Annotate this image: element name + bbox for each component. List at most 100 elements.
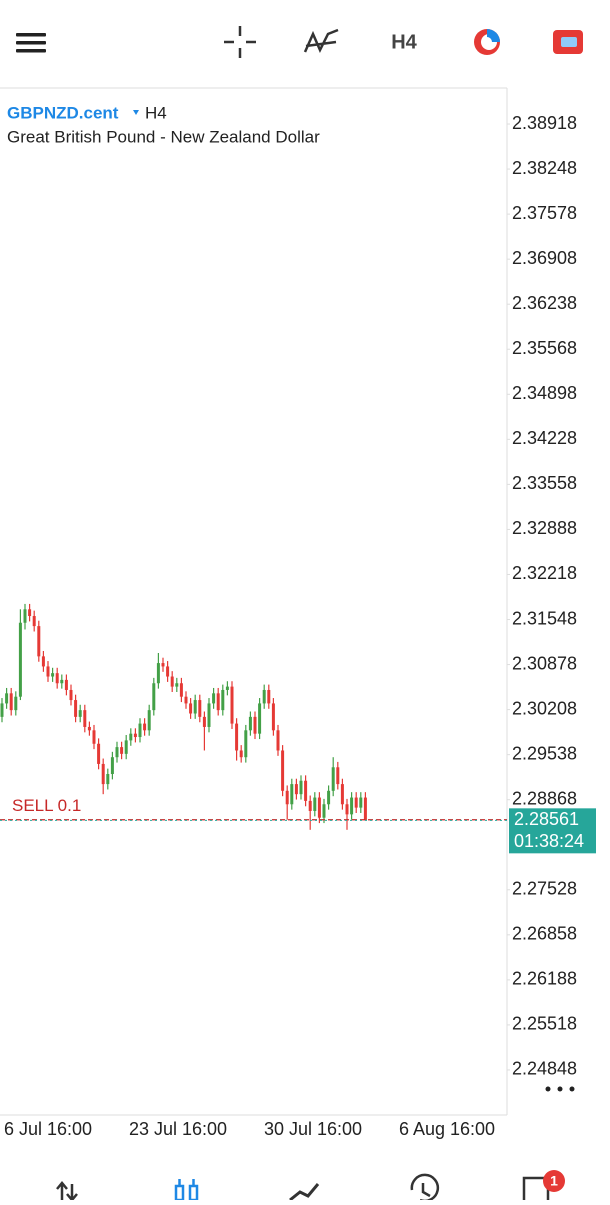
candle-body <box>60 679 64 684</box>
candle-body <box>32 616 36 627</box>
candle-body <box>285 790 289 805</box>
candle-body <box>294 784 298 795</box>
candle-body <box>331 767 335 791</box>
candle-body <box>147 710 151 731</box>
crosshair-button[interactable] <box>224 26 256 58</box>
bid-timer: 01:38:24 <box>514 831 584 851</box>
candle-body <box>129 733 133 741</box>
y-tick-label: 2.30878 <box>512 653 577 673</box>
y-tick-label: 2.29538 <box>512 743 577 763</box>
candle-body <box>166 666 170 677</box>
messages-tab[interactable]: 1 <box>522 1170 565 1200</box>
y-tick-label: 2.27528 <box>512 879 577 899</box>
candle-body <box>230 686 234 724</box>
candle-body <box>23 609 27 623</box>
candle-body <box>170 676 174 687</box>
bid-box <box>509 808 596 854</box>
candle-body <box>152 683 156 711</box>
candle-body <box>9 693 13 711</box>
bid-price: 2.28561 <box>514 809 579 829</box>
menu-button[interactable] <box>16 33 46 53</box>
history-tab[interactable] <box>410 1173 440 1203</box>
candle-body <box>120 747 124 754</box>
trade-button[interactable] <box>553 30 583 54</box>
more-button[interactable] <box>545 1086 575 1092</box>
y-tick-label: 2.34228 <box>512 428 577 448</box>
candle-body <box>304 780 308 801</box>
x-tick-label: 30 Jul 16:00 <box>264 1119 362 1139</box>
candle-body <box>276 730 280 751</box>
chart-tab[interactable] <box>174 1179 199 1202</box>
order-label: SELL 0.1 <box>12 796 81 815</box>
candle-body <box>69 689 73 701</box>
candle-body <box>28 609 32 617</box>
candle-body <box>239 750 243 758</box>
candle-body <box>290 784 294 805</box>
y-tick-label: 2.32888 <box>512 518 577 538</box>
candle-body <box>350 797 354 815</box>
y-tick-label: 2.30208 <box>512 698 577 718</box>
y-tick-label: 2.26858 <box>512 924 577 944</box>
candle-body <box>179 683 183 697</box>
candle-body <box>258 703 262 734</box>
candle-body <box>248 716 252 731</box>
y-tick-label: 2.36908 <box>512 248 577 268</box>
candle-body <box>138 723 142 738</box>
candle-body <box>106 774 110 785</box>
y-tick-label: 2.34898 <box>512 383 577 403</box>
quotes-tab[interactable] <box>56 1181 78 1202</box>
candle-body <box>133 733 137 738</box>
candle-body <box>78 710 82 717</box>
candle-body <box>212 693 216 704</box>
trade-tab[interactable] <box>289 1183 320 1202</box>
candle-body <box>216 693 220 711</box>
candle-body <box>271 703 275 731</box>
candle-body <box>359 797 363 808</box>
chart-timeframe: H4 <box>145 103 167 122</box>
candle-body <box>225 686 229 690</box>
candle-body <box>189 703 193 714</box>
y-tick-label: 2.24848 <box>512 1059 577 1079</box>
candle-body <box>115 747 119 758</box>
candle-body <box>193 700 197 714</box>
y-tick-label: 2.38918 <box>512 113 577 133</box>
candle-body <box>92 730 96 744</box>
objects-button[interactable] <box>474 29 500 55</box>
candle-body <box>198 700 202 717</box>
candle-body <box>41 656 45 667</box>
symbol[interactable]: GBPNZD.cent <box>7 103 119 122</box>
candle-body <box>221 689 225 711</box>
candle-body <box>87 726 91 731</box>
x-tick-label: 6 Jul 16:00 <box>4 1119 92 1139</box>
timeframe-button[interactable]: H4 <box>391 31 417 53</box>
candle-body <box>262 689 266 704</box>
candle-body <box>97 743 101 764</box>
y-tick-label: 2.28868 <box>512 788 577 808</box>
candle-body <box>207 703 211 727</box>
candle-body <box>74 700 78 717</box>
y-tick-label: 2.31548 <box>512 608 577 628</box>
candle-body <box>235 723 239 751</box>
candle-body <box>37 626 41 657</box>
candle-body <box>345 804 349 815</box>
candle-body <box>161 663 165 667</box>
candle-body <box>14 696 18 711</box>
candle-body <box>327 790 331 805</box>
candle-body <box>110 757 114 775</box>
candle-body <box>244 730 248 758</box>
y-tick-label: 2.37578 <box>512 203 577 223</box>
indicators-button[interactable] <box>303 28 339 53</box>
candle-body <box>340 784 344 805</box>
x-tick-label: 6 Aug 16:00 <box>399 1119 495 1139</box>
y-tick-label: 2.38248 <box>512 158 577 178</box>
candle-body <box>202 716 206 727</box>
y-tick-label: 2.25518 <box>512 1014 577 1034</box>
candle-body <box>184 696 188 704</box>
candle-body <box>143 723 147 731</box>
candle-body <box>18 622 22 697</box>
candle-body <box>313 797 317 811</box>
symbol-dropdown[interactable] <box>133 110 139 115</box>
y-tick-label: 2.32218 <box>512 563 577 583</box>
candle-body <box>336 767 340 785</box>
